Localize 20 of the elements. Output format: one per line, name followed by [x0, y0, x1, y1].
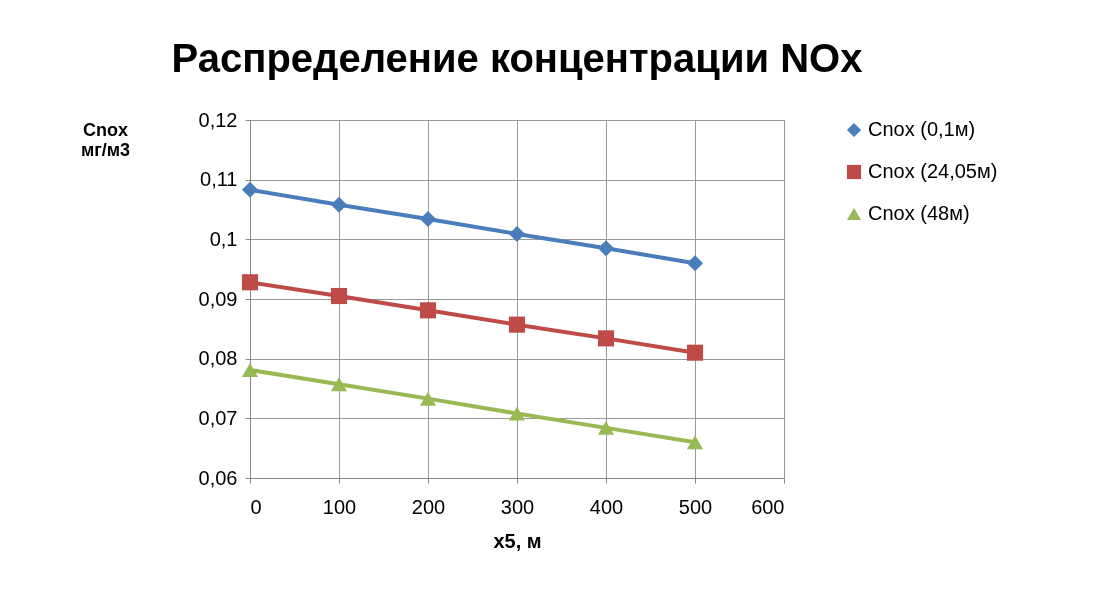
x-tick-label: 0 — [250, 495, 262, 518]
x-tick-label: 300 — [500, 495, 535, 518]
y-tick-label: 0,09 — [198, 287, 238, 310]
legend-label: Cnox (48м) — [868, 202, 970, 224]
y-axis-title: Cnox мг/м3 — [80, 119, 131, 160]
x-tick-label: 500 — [678, 495, 713, 518]
y-tick-label: 0,12 — [198, 108, 238, 131]
y-tick-label: 0,06 — [198, 466, 238, 489]
y-tick-label: 0,11 — [200, 168, 238, 191]
chart-title: Распределение концентрации NOx — [171, 36, 863, 80]
legend-label: Cnox (0,1м) — [868, 118, 976, 140]
x-tick-label: 200 — [411, 495, 446, 518]
y-tick-label: 0,1 — [209, 227, 238, 250]
x-tick-label: 100 — [322, 495, 357, 518]
x-tick-label: 600 — [751, 495, 785, 518]
y-tick-label: 0,07 — [198, 406, 238, 429]
legend-label: Cnox (24,05м) — [868, 160, 998, 182]
x-tick-label: 400 — [589, 495, 624, 518]
y-tick-label: 0,08 — [198, 347, 238, 370]
x-axis-title: x5, м — [493, 529, 542, 552]
